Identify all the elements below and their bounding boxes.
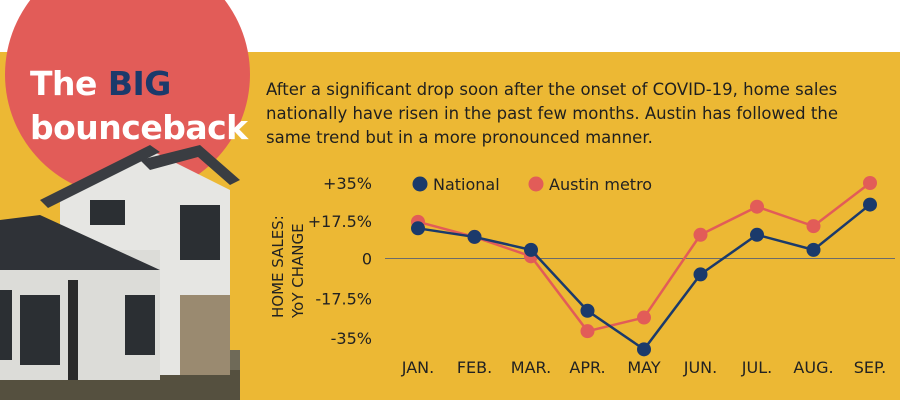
x-tick-label: JUN. bbox=[683, 358, 717, 377]
headline-bounceback: bounceback bbox=[30, 108, 248, 147]
data-point-national bbox=[524, 242, 538, 257]
y-axis-title-line2: YoY CHANGE bbox=[289, 223, 307, 319]
y-axis-title-line1: HOME SALES: bbox=[269, 215, 287, 318]
series-lines bbox=[411, 176, 877, 357]
headline-the: The bbox=[30, 64, 108, 103]
y-tick-label: -17.5% bbox=[315, 289, 372, 308]
data-point-national bbox=[411, 221, 425, 236]
x-tick-label: FEB. bbox=[457, 358, 492, 377]
data-point-national bbox=[693, 267, 708, 282]
data-point-national bbox=[806, 242, 821, 257]
data-point-austin-metro bbox=[750, 199, 764, 214]
legend-label: National bbox=[433, 175, 500, 194]
data-point-national bbox=[863, 197, 877, 212]
data-point-austin-metro bbox=[863, 176, 877, 190]
x-tick-label: SEP. bbox=[854, 358, 887, 377]
x-tick-label: JAN. bbox=[401, 358, 434, 377]
series-line-national bbox=[417, 203, 871, 352]
data-point-austin-metro bbox=[637, 310, 651, 325]
data-point-national bbox=[637, 342, 651, 357]
y-tick-label: +35% bbox=[323, 174, 372, 193]
legend-marker bbox=[528, 176, 544, 192]
legend: National Austin metro bbox=[412, 175, 652, 194]
headline: The BIG bounceback bbox=[30, 62, 260, 150]
series-line-austin-metro bbox=[417, 182, 871, 333]
data-point-austin-metro bbox=[806, 219, 821, 234]
data-point-national bbox=[580, 303, 595, 318]
legend-marker bbox=[412, 176, 428, 192]
data-point-austin-metro bbox=[693, 227, 708, 242]
x-tick-labels: JAN. FEB. MAR. APR. MAY JUN. JUL. AUG. SEP. bbox=[401, 358, 886, 377]
x-tick-label: MAR. bbox=[511, 358, 551, 377]
x-tick-label: MAY bbox=[627, 358, 661, 377]
y-axis-title: HOME SALES: YoY CHANGE bbox=[269, 215, 307, 319]
data-point-austin-metro bbox=[580, 324, 595, 339]
x-tick-label: AUG. bbox=[793, 358, 833, 377]
data-point-national bbox=[750, 227, 764, 242]
legend-label: Austin metro bbox=[549, 175, 652, 194]
y-tick-labels: +35% +17.5% 0 -17.5% -35% bbox=[308, 174, 372, 348]
headline-big: BIG bbox=[107, 64, 172, 103]
y-tick-label: 0 bbox=[362, 250, 372, 269]
house-photo bbox=[0, 145, 240, 400]
data-point-national bbox=[467, 229, 482, 244]
y-tick-label: -35% bbox=[331, 329, 372, 348]
intro-text: After a significant drop soon after the … bbox=[266, 80, 838, 147]
y-tick-label: +17.5% bbox=[308, 212, 372, 231]
x-tick-label: JUL. bbox=[741, 358, 772, 377]
x-tick-label: APR. bbox=[569, 358, 605, 377]
